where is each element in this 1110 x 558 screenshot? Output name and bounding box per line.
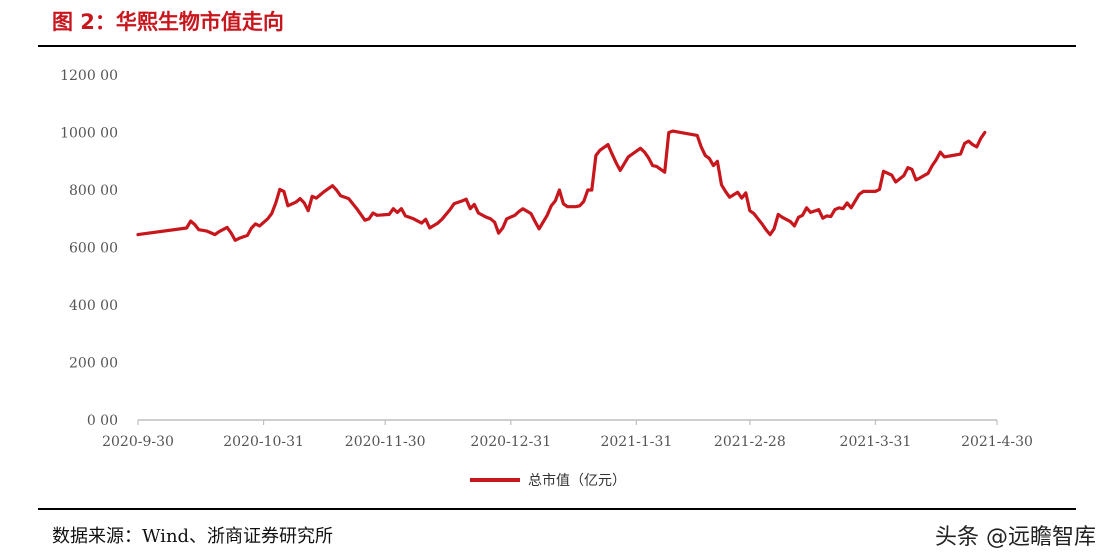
bottom-rule: [38, 508, 1076, 510]
figure-title: 图 2：华熙生物市值走向: [52, 10, 284, 34]
x-tick-label: 2020-9-30: [102, 434, 174, 450]
x-tick-label: 2021-4-30: [961, 434, 1033, 450]
x-tick-label: 2020-10-31: [223, 434, 304, 450]
x-tick-label: 2020-11-30: [345, 434, 426, 450]
y-tick-label: 0 00: [87, 413, 118, 429]
y-tick-label: 200 00: [69, 356, 118, 372]
source-note: 数据来源：Wind、浙商证券研究所: [52, 526, 334, 547]
x-tick-label: 2021-1-31: [600, 434, 672, 450]
y-axis: 0 00 200 00 400 00 600 00 800 00 1000 00 1200 …: [60, 68, 118, 429]
y-tick-label: 600 00: [69, 241, 118, 257]
x-tick-label: 2021-3-31: [840, 434, 912, 450]
y-tick-label: 1000 00: [60, 126, 118, 142]
y-tick-label: 1200 00: [60, 68, 118, 84]
y-tick-label: 800 00: [69, 183, 118, 199]
legend-label: 总市值（亿元）: [528, 472, 626, 489]
market-cap-line-chart: 0 00 200 00 400 00 600 00 800 00 1000 00 1200 …: [60, 68, 1033, 489]
series-line-market-cap: [136, 129, 987, 242]
series-layer: [136, 129, 987, 242]
top-rule: [38, 45, 1076, 47]
legend: 总市值（亿元）: [470, 472, 626, 489]
watermark: 头条 @远瞻智库: [935, 525, 1096, 550]
x-tick-label: 2020-12-31: [470, 434, 551, 450]
x-tick-label: 2021-2-28: [714, 434, 786, 450]
y-tick-label: 400 00: [69, 298, 118, 314]
x-axis: 2020-9-30 2020-10-31 2020-11-30 2020-12-31 2…: [102, 419, 1033, 450]
